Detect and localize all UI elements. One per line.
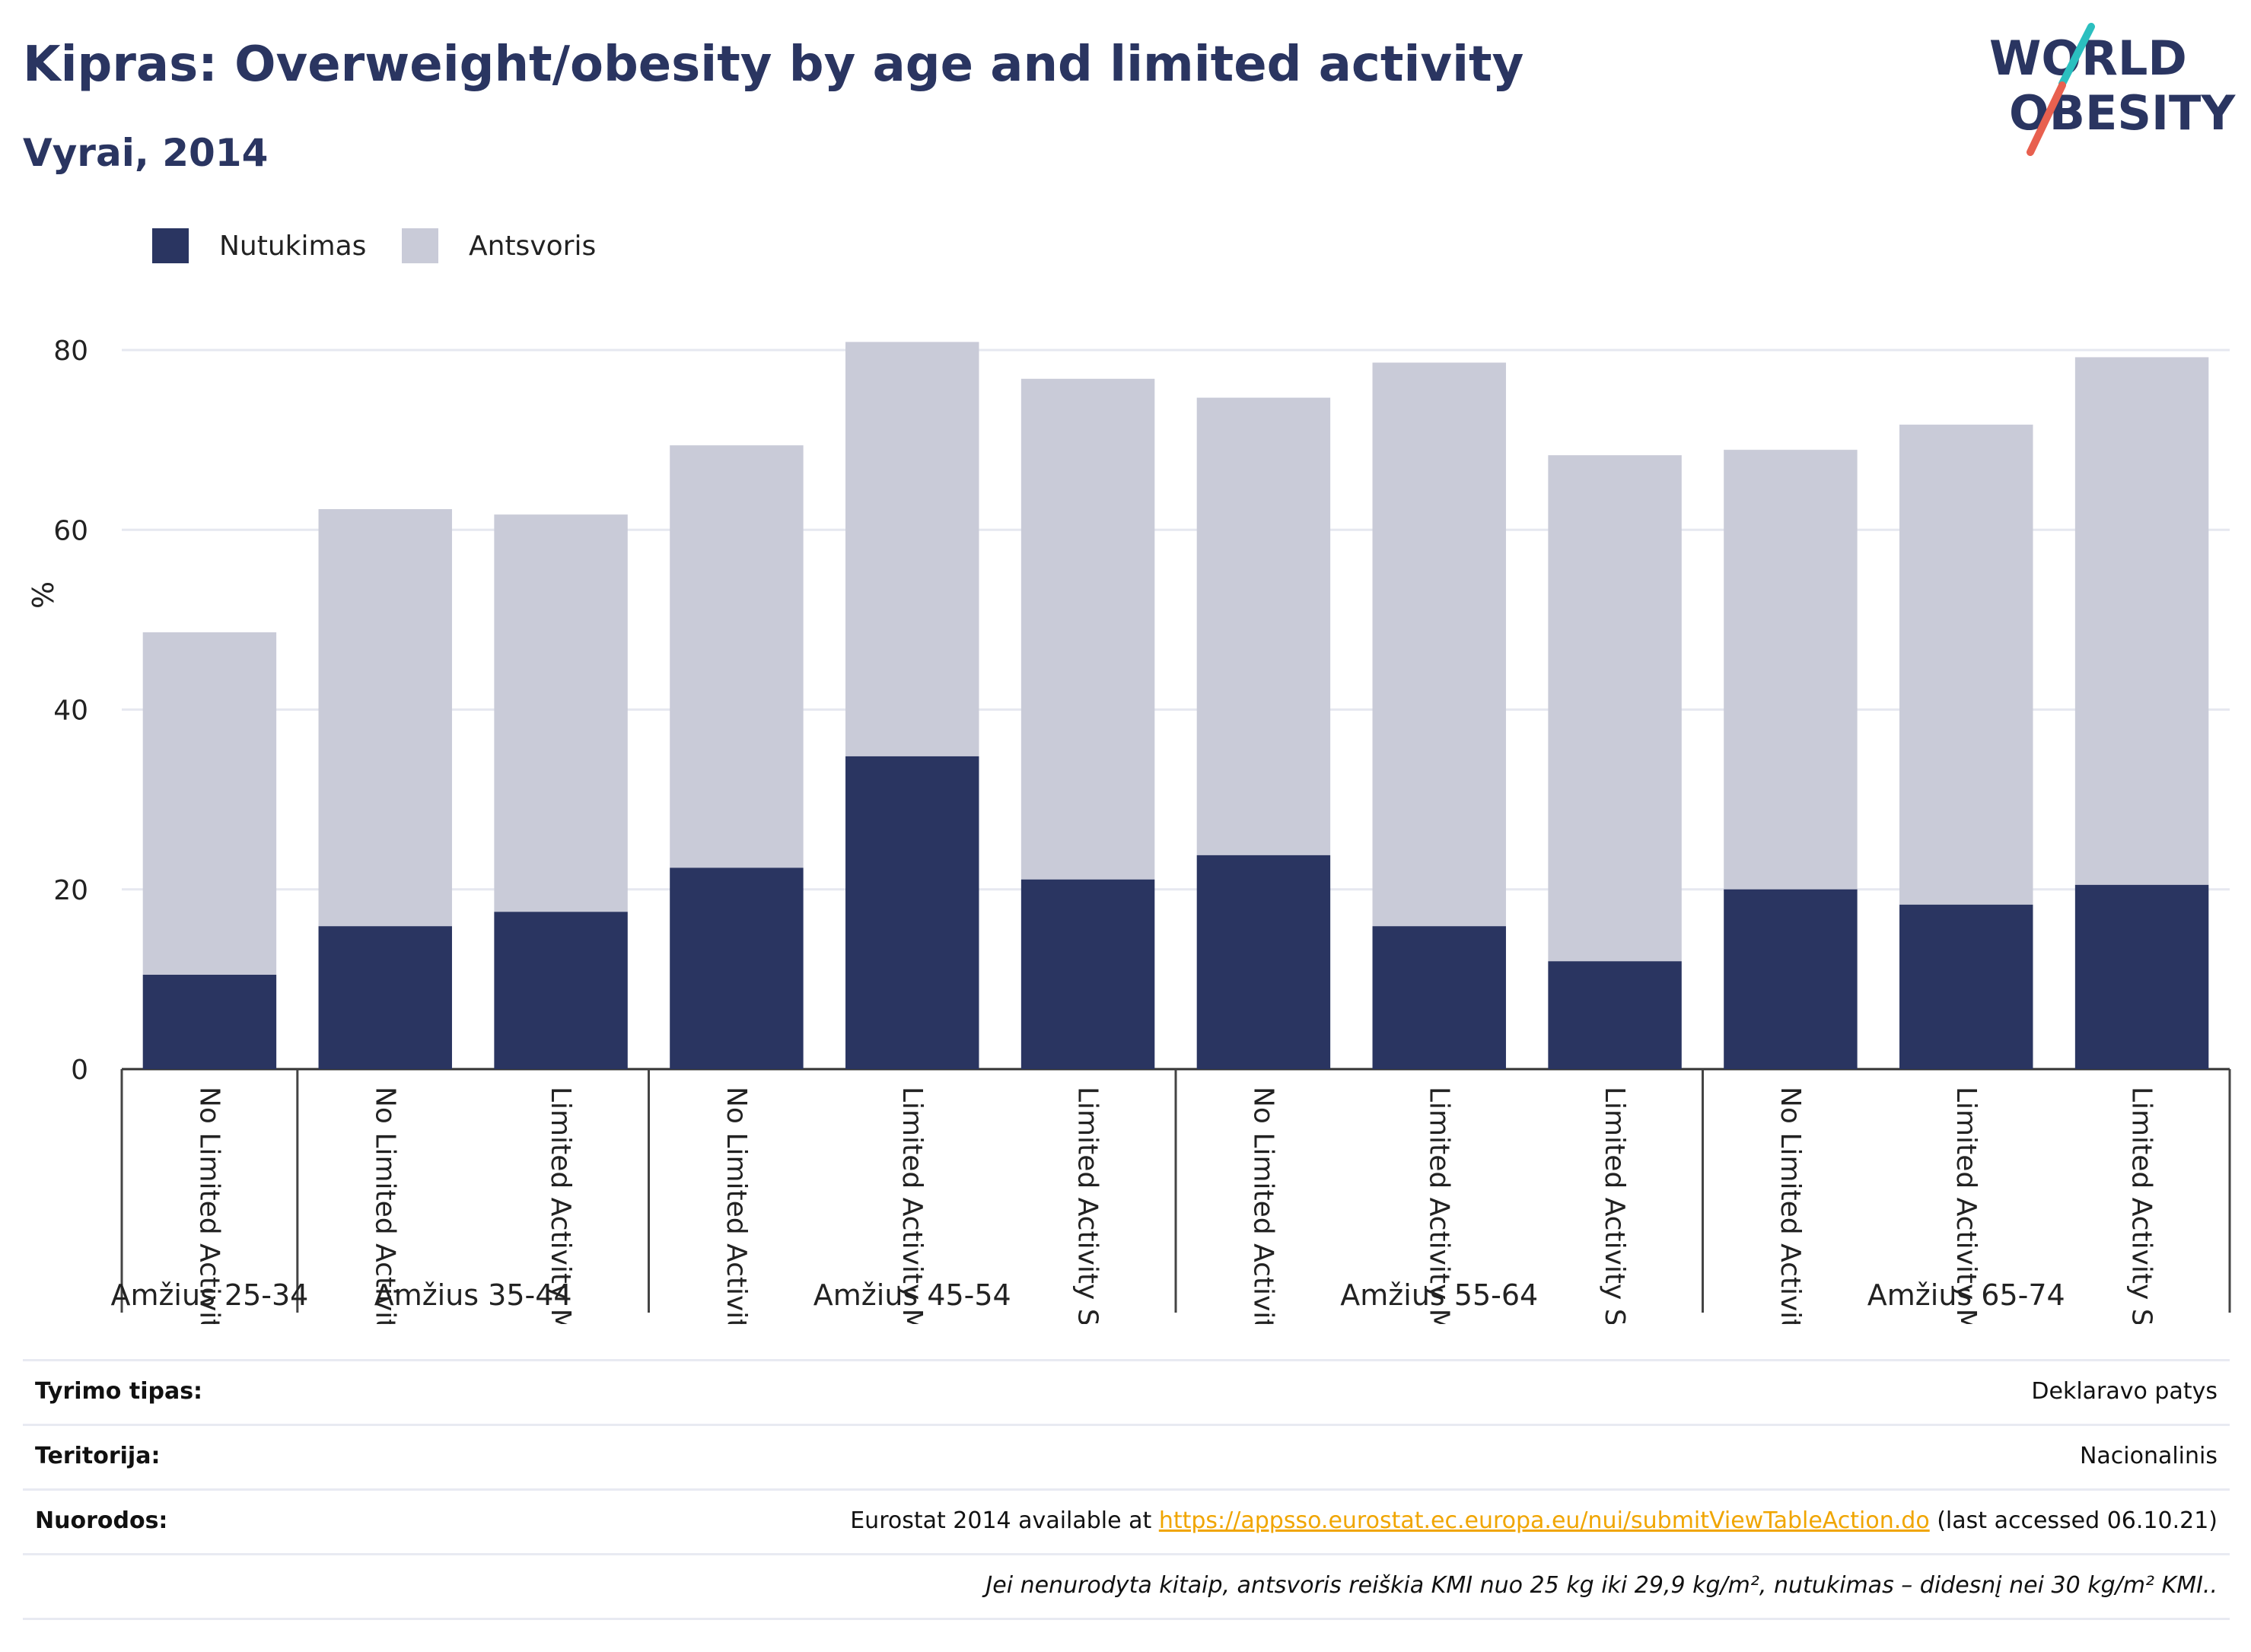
chart-title: Kipras: Overweight/obesity by age and li… — [23, 37, 1524, 93]
meta-label: Nuorodos: — [35, 1507, 168, 1534]
bar-overweight — [494, 514, 628, 912]
meta-row-survey-type: Tyrimo tipas: Deklaravo patys — [23, 1359, 2230, 1424]
bar-obesity — [318, 926, 452, 1069]
x-tick-label: Limited Activity Moderate — [545, 1087, 576, 1324]
y-axis-label: % — [27, 581, 60, 609]
group-label: Amžius 25-34 — [110, 1278, 308, 1312]
bar-obesity — [1724, 889, 1858, 1069]
group-axis: Amžius 25-34 Amžius 35-44 Amžius 45-54 Amži… — [110, 1069, 2231, 1313]
x-tick-label: No Limited Activity — [193, 1087, 224, 1324]
y-tick-label: 40 — [53, 695, 88, 727]
bar-obesity — [1548, 961, 1682, 1069]
reference-prefix: Eurostat 2014 available at — [850, 1507, 1159, 1534]
x-tick-label: Limited Activity Moderate — [896, 1087, 928, 1324]
x-tick-label: No Limited Activity — [1247, 1087, 1278, 1324]
bar-obesity — [670, 867, 804, 1069]
bar-obesity — [1372, 926, 1506, 1069]
bar-obesity — [494, 912, 628, 1069]
metadata-table: Tyrimo tipas: Deklaravo patys Teritorija… — [23, 1359, 2230, 1620]
group-label: Amžius 65-74 — [1867, 1278, 2065, 1312]
x-tick-label: No Limited Activity — [369, 1087, 400, 1324]
definition-note: Jei nenurodyta kitaip, antsvoris reiškia… — [985, 1572, 2218, 1599]
bar-overweight — [318, 509, 452, 927]
y-tick-label: 20 — [53, 875, 88, 906]
x-tick-label: No Limited Activity — [1775, 1087, 1806, 1324]
group-label: Amžius 45-54 — [813, 1278, 1011, 1312]
group-label: Amžius 35-44 — [374, 1278, 572, 1312]
legend-label-overweight: Antsvoris — [469, 231, 596, 262]
legend: Nutukimas Antsvoris — [152, 228, 596, 263]
y-tick-label: 60 — [53, 515, 88, 546]
bar-obesity — [845, 756, 979, 1069]
x-tick-label: Limited Activity Severe — [1072, 1087, 1103, 1324]
bar-overweight — [670, 445, 804, 868]
meta-value: Nacionalinis — [2079, 1443, 2218, 1469]
bar-overweight — [1020, 378, 1155, 880]
reference-suffix: (last accessed 06.10.21) — [1929, 1507, 2218, 1534]
x-tick-label: Limited Activity Moderate — [1423, 1087, 1454, 1324]
logo-slash-teal — [2058, 23, 2095, 88]
bar-obesity — [1899, 904, 2033, 1069]
bar-obesity — [1020, 879, 1155, 1069]
x-axis-labels: No Limited Activity No Limited Activity Li… — [193, 1087, 2157, 1324]
world-obesity-logo: WORLD OBESITY — [1989, 23, 2236, 156]
bar-overweight — [845, 342, 979, 756]
chart-subtitle: Vyrai, 2014 — [23, 131, 269, 175]
bar-overweight — [142, 632, 277, 975]
meta-value: Deklaravo patys — [2031, 1378, 2218, 1405]
bar-overweight — [1372, 362, 1506, 927]
legend-swatch-obesity — [152, 228, 189, 263]
meta-label: Teritorija: — [35, 1443, 161, 1469]
bar-obesity — [1196, 855, 1331, 1069]
bar-overweight — [1196, 397, 1331, 855]
stacked-bar-chart: Nutukimas Antsvoris 0 20 40 60 80 % No Limit… — [27, 228, 2231, 1324]
meta-label: Tyrimo tipas: — [35, 1378, 203, 1405]
bar-overweight — [1548, 455, 1682, 962]
logo-slash-red — [2027, 81, 2066, 156]
x-tick-label: Limited Activity Moderate — [1950, 1087, 1982, 1324]
x-tick-label: Limited Activity Severe — [1599, 1087, 1630, 1324]
y-tick-label: 80 — [53, 336, 88, 367]
bar-overweight — [2074, 357, 2209, 885]
bar-overweight — [1724, 450, 1858, 890]
y-tick-label: 0 — [71, 1055, 88, 1086]
legend-swatch-overweight — [402, 228, 438, 263]
meta-row-references: Nuorodos: Eurostat 2014 available at htt… — [23, 1488, 2230, 1553]
x-tick-label: Limited Activity Severe — [2126, 1087, 2157, 1324]
x-tick-label: No Limited Activity — [721, 1087, 752, 1324]
bar-obesity — [2074, 884, 2209, 1069]
meta-row-note: Jei nenurodyta kitaip, antsvoris reiškia… — [23, 1553, 2230, 1620]
bars — [142, 342, 2209, 1069]
y-axis-ticks: 0 20 40 60 80 — [53, 336, 88, 1086]
meta-value-references: Eurostat 2014 available at https://appss… — [850, 1507, 2218, 1534]
legend-label-obesity: Nutukimas — [219, 231, 366, 262]
reference-link[interactable]: https://appsso.eurostat.ec.europa.eu/nui… — [1158, 1507, 1930, 1534]
group-label: Amžius 55-64 — [1340, 1278, 1538, 1312]
bar-overweight — [1899, 425, 2033, 905]
bar-obesity — [142, 974, 277, 1069]
meta-row-territory: Teritorija: Nacionalinis — [23, 1424, 2230, 1488]
